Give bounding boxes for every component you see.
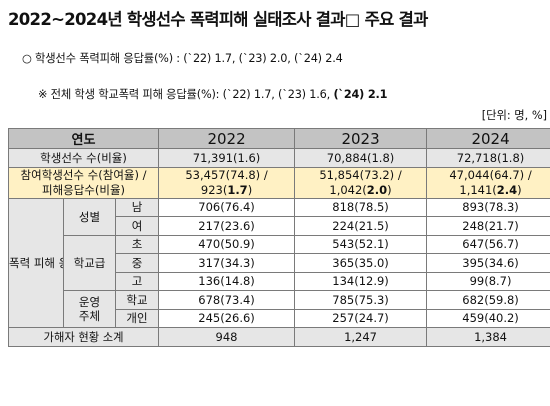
- table-cell: 647(56.7): [426, 234, 550, 254]
- table-row: 운영 주체 학교 678(73.4) 785(75.3) 682(59.8): [8, 290, 550, 328]
- victim-response-number: 1,042(: [329, 182, 367, 197]
- participation-row: 참여학생선수 수(참여율) / 피해응답수(비율) 53,457(74.8) /…: [7, 166, 550, 199]
- victim-response-number: 923(: [200, 182, 228, 197]
- table-cell: 70,884(1.8): [294, 148, 428, 168]
- student-count-label: 학생선수 수(비율): [7, 148, 160, 168]
- table-cell: 47,044(64.7) / 1,141(2.4): [426, 166, 550, 199]
- table-cell: 248(21.7): [426, 216, 550, 236]
- header-year: 2022: [158, 128, 296, 149]
- all-student-rate-prefix: ※ 전체 학생 학교폭력 피해 응답률(%): (`22) 1.7, (`23)…: [38, 88, 334, 101]
- victim-response-close: ): [387, 182, 392, 197]
- school-level-label: 학교급: [63, 234, 116, 291]
- table-cell: 53,457(74.8) / 923(1.7): [158, 166, 296, 199]
- table-cell: 72,718(1.8): [426, 148, 550, 168]
- operator-label-line: 운영: [78, 295, 101, 309]
- victim-response-count: 1,141(2.4): [428, 182, 550, 198]
- sub-label: 초: [114, 234, 160, 254]
- page-title: 2022~2024년 학생선수 폭력피해 실태조사 결과□ 주요 결과: [8, 10, 428, 29]
- table-cell: 1,384: [426, 327, 550, 347]
- all-student-victim-rate-note: ※ 전체 학생 학교폭력 피해 응답률(%): (`22) 1.7, (`23)…: [38, 86, 387, 102]
- table-cell: 395(34.6): [426, 253, 550, 273]
- table-cell: 134(12.9): [294, 271, 428, 291]
- table-cell: 948: [158, 327, 296, 347]
- table-cell: 706(76.4): [158, 197, 296, 217]
- table-cell: 51,854(73.2) / 1,042(2.0): [294, 166, 428, 199]
- sub-label: 학교: [114, 290, 160, 310]
- survey-result-table: 연도 2022 2023 2024 학생선수 수(비율) 71,391(1.6)…: [7, 128, 550, 347]
- participation-label-line: 참여학생선수 수(참여율) /: [20, 167, 147, 182]
- participation-label: 참여학생선수 수(참여율) / 피해응답수(비율): [7, 166, 160, 199]
- table-cell: 317(34.3): [158, 253, 296, 273]
- participation-count: 51,854(73.2) /: [319, 167, 402, 182]
- table-row: 폭력 피해 응답자 현황 성별 남 706(76.4) 818(78.5) 89…: [8, 197, 550, 328]
- table-cell: 893(78.3): [426, 197, 550, 217]
- victim-response-rate: 1.7: [227, 182, 248, 197]
- header-year: 2023: [294, 128, 428, 149]
- participation-count: 47,044(64.7) /: [449, 167, 532, 182]
- victim-response-rate: 2.0: [366, 182, 388, 197]
- table-cell: 543(52.1): [294, 234, 428, 254]
- table-row: 고 136(14.8) 134(12.9) 99(8.7): [8, 271, 550, 291]
- table-cell: 71,391(1.6): [158, 148, 296, 168]
- table-cell: 1,247: [294, 327, 428, 347]
- sub-label: 여: [114, 216, 160, 236]
- perpetrator-total-row: 가해자 현황 소계 948 1,247 1,384: [7, 327, 550, 347]
- victim-response-close: ): [247, 182, 253, 197]
- student-count-row: 학생선수 수(비율) 71,391(1.6) 70,884(1.8) 72,71…: [7, 148, 550, 168]
- table-cell: 682(59.8): [426, 290, 550, 310]
- sub-label: 개인: [114, 308, 160, 328]
- athlete-victim-rate-note: ○ 학생선수 폭력피해 응답률(%) : (`22) 1.7, (`23) 2.…: [22, 52, 343, 65]
- gender-label: 성별: [63, 197, 116, 236]
- participation-count: 53,457(74.8) /: [185, 167, 268, 182]
- sub-label: 고: [114, 271, 160, 291]
- all-student-rate-2024: (`24) 2.1: [333, 88, 388, 101]
- victim-response-count: 1,042(2.0): [296, 182, 426, 198]
- table-cell: 459(40.2): [426, 308, 550, 328]
- victim-group-label: 폭력 피해 응답자 현황: [8, 197, 64, 328]
- unit-label: [단위: 명, %]: [481, 109, 547, 122]
- victim-response-rate: 2.4: [496, 182, 518, 197]
- table-cell: 470(50.9): [158, 234, 296, 254]
- victim-response-close: ): [517, 182, 522, 197]
- victim-response-count: 923(1.7): [160, 182, 294, 198]
- table-row: 중 317(34.3) 365(35.0) 395(34.6): [8, 253, 550, 273]
- operator-label: 운영 주체: [63, 290, 116, 328]
- perpetrator-total-label: 가해자 현황 소계: [7, 327, 160, 347]
- header-row: 연도 2022 2023 2024: [7, 128, 550, 149]
- table-cell: 99(8.7): [426, 271, 550, 291]
- participation-label-line: 피해응답수(비율): [41, 182, 126, 197]
- table-cell: 136(14.8): [158, 271, 296, 291]
- victim-response-number: 1,141(: [459, 182, 497, 197]
- header-year-label: 연도: [7, 128, 160, 149]
- table-cell: 245(26.6): [158, 308, 296, 328]
- table-cell: 818(78.5): [294, 197, 428, 217]
- table-cell: 365(35.0): [294, 253, 428, 273]
- table-cell: 257(24.7): [294, 308, 428, 328]
- sub-label: 중: [114, 253, 160, 273]
- table-row: 여 217(23.6) 224(21.5) 248(21.7): [8, 216, 550, 236]
- table-cell: 224(21.5): [294, 216, 428, 236]
- operator-label-line: 주체: [78, 309, 101, 323]
- table-cell: 785(75.3): [294, 290, 428, 310]
- table-row: 학교급 초 470(50.9) 543(52.1) 647(56.7): [8, 234, 550, 291]
- sub-label: 남: [114, 197, 160, 217]
- table-cell: 678(73.4): [158, 290, 296, 310]
- table-cell: 217(23.6): [158, 216, 296, 236]
- header-year: 2024: [426, 128, 550, 149]
